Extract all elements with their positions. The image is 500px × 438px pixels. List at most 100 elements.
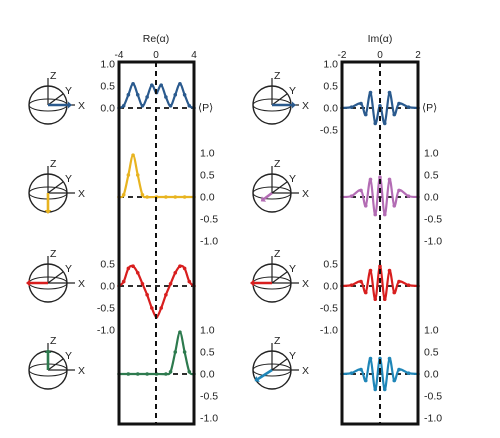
data-point (140, 282, 145, 286)
data-point (378, 104, 382, 108)
z-axis-label: Z (274, 158, 281, 170)
x-axis-label: X (78, 365, 85, 377)
data-point (164, 293, 168, 297)
y-tick-label: -0.5 (320, 303, 338, 315)
data-point (387, 177, 392, 182)
bloch-sphere: ZYX (250, 248, 309, 303)
data-point (145, 95, 149, 99)
state-vector-arrowhead (26, 279, 30, 287)
y-tick-label: -1.0 (320, 325, 338, 337)
data-point (349, 105, 354, 109)
x-axis-label: X (78, 188, 85, 200)
y-axis-label: Y (289, 173, 296, 185)
data-point (392, 204, 397, 208)
data-point (135, 372, 140, 376)
data-point (368, 90, 373, 95)
data-point (382, 121, 387, 126)
z-axis-label: Z (50, 248, 57, 260)
y-axis (271, 358, 288, 371)
data-point (382, 387, 387, 392)
data-point (182, 350, 187, 354)
data-point (135, 93, 140, 97)
state-vector-arrowhead (44, 210, 52, 214)
bloch-sphere: ZYX (252, 158, 309, 213)
y-tick-label: 1.0 (200, 148, 215, 160)
y-axis (47, 358, 64, 371)
data-point (359, 279, 363, 284)
state-vector-arrow (257, 368, 273, 381)
y-tick-label: 0.0 (200, 369, 215, 381)
right-panel-title: Im(α) (368, 33, 393, 45)
data-point (373, 121, 378, 126)
data-point (135, 173, 140, 177)
data-point (135, 271, 140, 275)
y-tick-label: 0.5 (323, 81, 338, 93)
z-axis-label: Z (50, 70, 57, 82)
data-point (406, 371, 411, 375)
data-point (397, 279, 401, 284)
right-top-tick: 0 (377, 50, 383, 61)
data-point (368, 177, 373, 182)
y-axis-label: Y (289, 85, 296, 97)
data-point (349, 283, 354, 287)
data-point (178, 330, 182, 335)
data-point (373, 297, 378, 302)
y-tick-label: 0.5 (323, 259, 338, 271)
data-point (387, 90, 392, 95)
y-axis (271, 181, 288, 194)
data-point (406, 194, 411, 198)
x-axis-label: X (302, 100, 309, 112)
data-point (173, 271, 178, 275)
y-tick-label: 0.0 (100, 103, 115, 115)
data-point (387, 356, 392, 361)
y-tick-label: -0.5 (200, 391, 218, 403)
expectation-label: ⟨P⟩ (422, 102, 437, 114)
right-top-tick: 2 (415, 50, 421, 61)
data-point (382, 212, 387, 217)
y-tick-label: 0.0 (200, 192, 215, 204)
data-point (121, 279, 126, 284)
data-point (349, 194, 354, 198)
y-tick-label: 0.0 (100, 281, 115, 293)
y-axis-label: Y (65, 263, 72, 275)
y-tick-label: 1.0 (424, 325, 439, 337)
y-tick-label: 0.5 (200, 170, 215, 182)
data-point (140, 104, 145, 108)
data-point (168, 282, 173, 286)
data-point (145, 195, 149, 199)
data-point (187, 279, 192, 284)
state-vector-arrow (263, 191, 273, 201)
data-point (126, 173, 131, 177)
y-axis-label: Y (65, 85, 72, 97)
y-tick-label: 1.0 (100, 59, 115, 71)
data-point (168, 370, 173, 374)
y-tick-label: -0.5 (424, 214, 442, 226)
y-tick-label: -0.5 (97, 303, 115, 315)
bloch-sphere: ZYX (28, 335, 85, 390)
y-tick-label: -0.5 (424, 391, 442, 403)
data-point (164, 95, 168, 99)
y-tick-label: -1.0 (200, 236, 218, 248)
data-point (126, 372, 131, 376)
state-vector-arrowhead (260, 196, 267, 202)
expectation-label: ⟨P⟩ (198, 102, 213, 114)
data-point (121, 104, 126, 108)
y-tick-label: 0.5 (424, 170, 439, 182)
data-point (182, 195, 187, 199)
data-point (363, 290, 368, 295)
z-axis-label: Z (50, 158, 57, 170)
state-vector-arrowhead (254, 376, 260, 382)
data-point (397, 101, 401, 106)
z-axis-label: Z (50, 335, 57, 347)
bloch-sphere: ZYX (28, 70, 85, 125)
left-top-tick: 4 (191, 50, 197, 61)
data-point (164, 372, 168, 376)
data-point (378, 264, 382, 269)
data-point (131, 153, 135, 157)
data-point (150, 83, 154, 87)
data-point (359, 188, 363, 193)
y-tick-label: -1.0 (424, 236, 442, 248)
z-axis-label: Z (274, 335, 281, 347)
y-axis (47, 93, 64, 106)
state-vector-arrowhead (292, 101, 296, 109)
